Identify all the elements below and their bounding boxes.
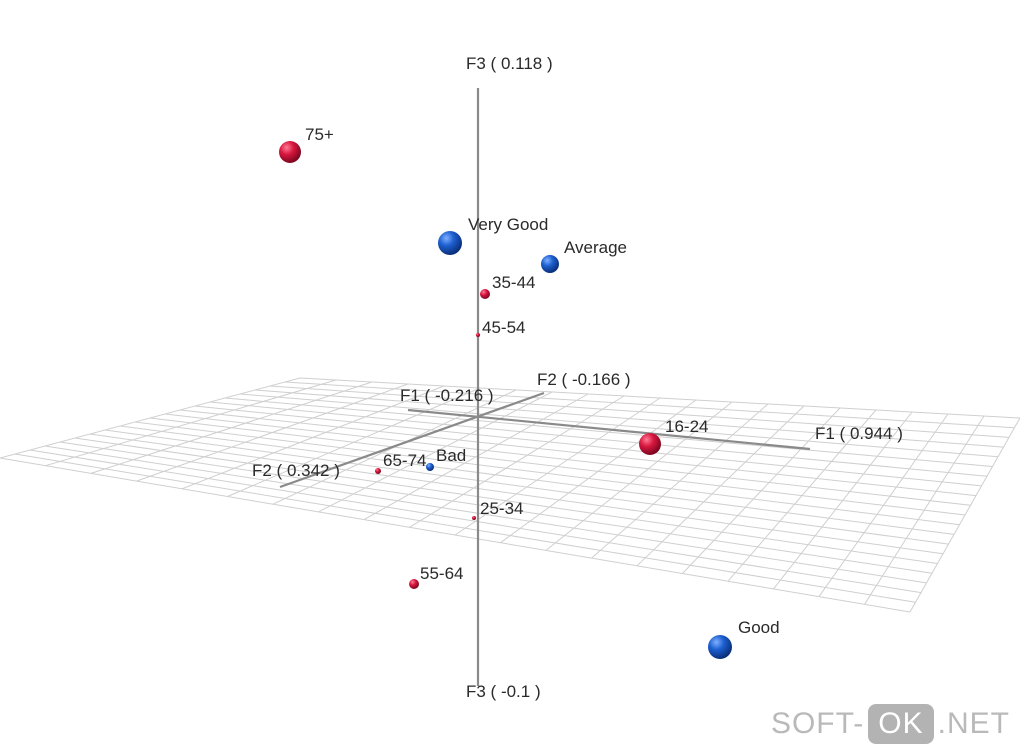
grid-line — [909, 417, 1020, 613]
grid-line — [284, 381, 1015, 429]
grid-line — [209, 401, 988, 477]
label-35-44: 35-44 — [492, 273, 535, 292]
label-45-54: 45-54 — [482, 318, 525, 337]
grid-line — [636, 405, 805, 567]
grid-line — [239, 393, 999, 458]
point-45-54 — [476, 333, 480, 337]
point-labels: 75+ 35-44 45-54 16-24 65-74 25-34 55-64 Very Go… — [305, 125, 780, 637]
watermark: SOFT- OK .NET — [771, 704, 1010, 744]
label-bad: Bad — [436, 446, 466, 465]
label-good: Good — [738, 618, 780, 637]
point-average — [541, 255, 559, 273]
grid-line — [299, 377, 1020, 419]
grid-line — [224, 397, 993, 467]
f2-negative-label: F2 ( -0.166 ) — [537, 370, 631, 389]
label-55-64: 55-64 — [420, 564, 463, 583]
grid-line — [254, 389, 1004, 448]
f1-axis — [407, 408, 811, 451]
watermark-left: SOFT- — [770, 707, 865, 740]
grid-line — [149, 417, 966, 516]
floor-grid — [0, 377, 1020, 613]
label-16-24: 16-24 — [665, 417, 708, 436]
label-average: Average — [564, 238, 627, 257]
axes — [279, 88, 811, 686]
point-good — [708, 635, 732, 659]
grid-line — [500, 399, 697, 544]
grid-line — [818, 413, 949, 597]
label-75plus: 75+ — [305, 125, 334, 144]
point-very-good — [438, 231, 462, 255]
grid-line — [269, 385, 1010, 438]
f1-positive-label: F1 ( 0.944 ) — [815, 424, 903, 443]
grid-line — [545, 401, 733, 551]
label-very-good: Very Good — [468, 215, 548, 234]
grid-line — [682, 407, 841, 574]
data-points — [279, 141, 732, 659]
point-35-44 — [480, 289, 490, 299]
point-75plus — [279, 141, 301, 163]
grid-line — [773, 411, 913, 590]
f2-axis — [279, 391, 545, 489]
point-16-24 — [639, 433, 661, 455]
watermark-right: .NET — [937, 707, 1010, 740]
f1-negative-label: F1 ( -0.216 ) — [400, 386, 494, 405]
grid-line — [864, 415, 985, 605]
grid-line — [164, 413, 971, 506]
grid-line — [194, 405, 982, 487]
f2-positive-label: F2 ( 0.342 ) — [252, 461, 340, 480]
f3-negative-label: F3 ( -0.1 ) — [466, 682, 541, 701]
point-55-64 — [409, 579, 419, 589]
axis-labels: F3 ( 0.118 ) F3 ( -0.1 ) F1 ( -0.216 ) F… — [252, 54, 903, 701]
point-25-34 — [472, 516, 476, 520]
label-25-34: 25-34 — [480, 499, 523, 518]
grid-line — [591, 403, 769, 559]
watermark-badge: OK — [868, 704, 934, 744]
label-65-74: 65-74 — [383, 451, 426, 470]
f3-positive-label: F3 ( 0.118 ) — [466, 54, 553, 73]
grid-line — [727, 409, 877, 582]
point-bad — [426, 463, 434, 471]
grid-line — [179, 409, 977, 497]
point-65-74 — [375, 468, 381, 474]
